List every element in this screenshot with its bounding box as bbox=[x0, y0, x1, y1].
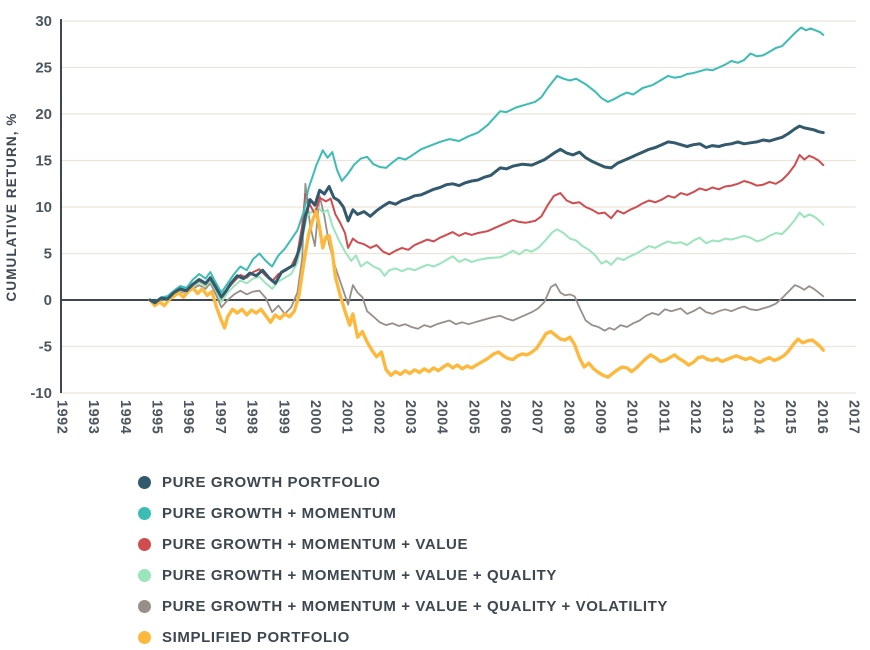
y-tick-label: 10 bbox=[35, 199, 52, 216]
x-tick-label: 1997 bbox=[212, 400, 228, 434]
legend-item-volatility: PURE GROWTH + MOMENTUM + VALUE + QUALITY… bbox=[138, 591, 870, 622]
x-tick-label: 2006 bbox=[497, 400, 513, 434]
legend-swatch-quality bbox=[138, 569, 151, 582]
y-tick-label: 25 bbox=[35, 60, 52, 77]
legend-swatch-simplified bbox=[138, 631, 151, 644]
x-tick-label: 1994 bbox=[117, 400, 133, 434]
legend-label: PURE GROWTH + MOMENTUM bbox=[162, 505, 397, 522]
x-tick-label: 1992 bbox=[54, 400, 70, 434]
legend-swatch-momentum bbox=[138, 507, 151, 520]
x-tick-label: 2010 bbox=[624, 400, 640, 434]
legend-swatch-value bbox=[138, 538, 151, 551]
y-tick-label: 20 bbox=[35, 106, 52, 123]
x-tick-label: 1993 bbox=[85, 400, 101, 434]
x-tick-label: 1999 bbox=[275, 400, 291, 434]
x-tick-label: 1996 bbox=[180, 400, 196, 434]
legend-label: PURE GROWTH PORTFOLIO bbox=[162, 474, 381, 491]
y-tick-label: 15 bbox=[35, 153, 52, 170]
x-tick-label: 1998 bbox=[244, 400, 260, 434]
x-tick-label: 2009 bbox=[592, 400, 608, 434]
x-tick-label: 1995 bbox=[149, 400, 165, 434]
legend-swatch-volatility bbox=[138, 600, 151, 613]
series-line-pure-growth-momentum bbox=[149, 26, 825, 303]
series-line-pure-growth-momentum-value-quality bbox=[149, 206, 825, 304]
x-tick-label: 2014 bbox=[750, 400, 766, 434]
x-tick-label: 2015 bbox=[782, 400, 798, 434]
legend-label: PURE GROWTH + MOMENTUM + VALUE + QUALITY… bbox=[162, 598, 668, 615]
x-tick-label: 2004 bbox=[434, 400, 450, 434]
legend-item-value: PURE GROWTH + MOMENTUM + VALUE bbox=[138, 529, 870, 560]
legend-item-quality: PURE GROWTH + MOMENTUM + VALUE + QUALITY bbox=[138, 560, 870, 591]
legend: PURE GROWTH PORTFOLIO PURE GROWTH + MOME… bbox=[138, 467, 870, 650]
x-tick-label: 2017 bbox=[846, 400, 862, 434]
x-tick-label: 2011 bbox=[655, 400, 671, 433]
x-tick-label: 2008 bbox=[560, 400, 576, 434]
x-tick-label: 2016 bbox=[814, 400, 830, 434]
legend-label: PURE GROWTH + MOMENTUM + VALUE bbox=[162, 536, 469, 553]
legend-label: SIMPLIFIED PORTFOLIO bbox=[162, 629, 350, 646]
x-tick-label: 2005 bbox=[465, 400, 481, 434]
legend-item-pure-growth: PURE GROWTH PORTFOLIO bbox=[138, 467, 870, 498]
x-tick-label: 2013 bbox=[719, 400, 735, 434]
series-line-pure-growth-portfolio bbox=[148, 124, 825, 305]
y-axis-title: CUMULATIVE RETURN, % bbox=[4, 113, 19, 302]
legend-item-momentum: PURE GROWTH + MOMENTUM bbox=[138, 498, 870, 529]
series-line-pure-growth-momentum-value-quality-volatility bbox=[149, 182, 825, 332]
x-tick-label: 2003 bbox=[402, 400, 418, 434]
legend-item-simplified: SIMPLIFIED PORTFOLIO bbox=[138, 622, 870, 650]
y-tick-label: 0 bbox=[44, 292, 52, 309]
x-tick-label: 2002 bbox=[370, 400, 386, 434]
y-tick-label: -5 bbox=[39, 339, 52, 356]
y-tick-label: -10 bbox=[30, 385, 52, 402]
x-tick-label: 2012 bbox=[687, 400, 703, 434]
y-tick-label: 30 bbox=[35, 13, 52, 30]
y-tick-label: 5 bbox=[44, 246, 52, 263]
legend-label: PURE GROWTH + MOMENTUM + VALUE + QUALITY bbox=[162, 567, 557, 584]
x-tick-label: 2001 bbox=[339, 400, 355, 434]
x-tick-label: 2007 bbox=[529, 400, 545, 434]
legend-swatch-pure-growth bbox=[138, 476, 151, 489]
x-tick-label: 2000 bbox=[307, 400, 323, 434]
series-line-simplified-portfolio bbox=[148, 209, 825, 379]
